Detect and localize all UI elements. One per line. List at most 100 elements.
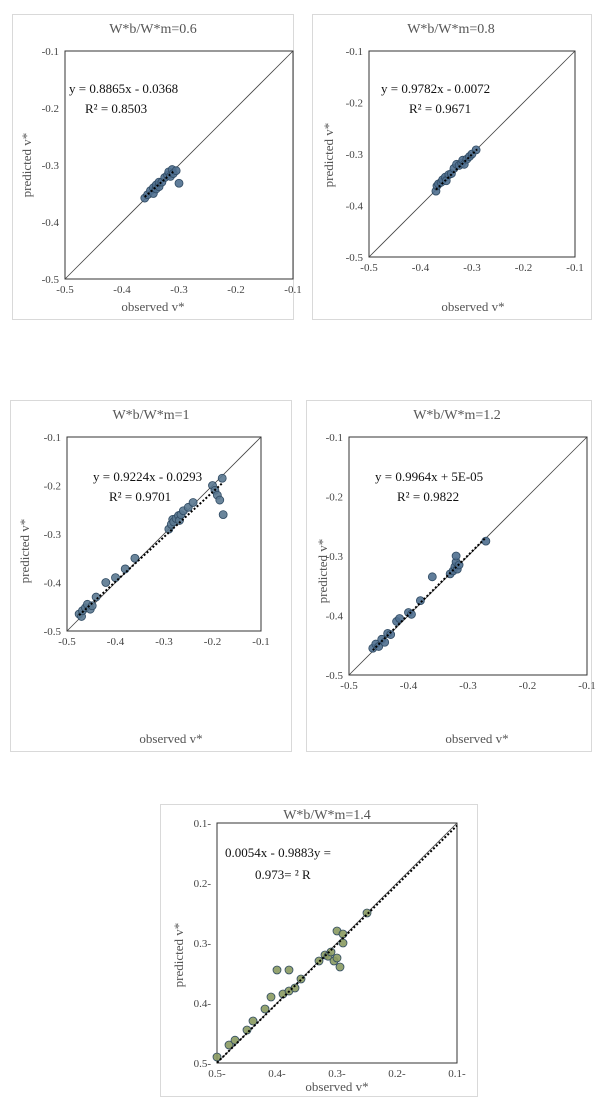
trend-equation: y = 0.8865x - 0.0368 (69, 81, 178, 96)
data-point (111, 573, 120, 583)
trend-equation: y = 0.9782x - 0.0072 (381, 81, 490, 96)
data-point (260, 1004, 270, 1014)
x-tick-label: -0.5 (340, 680, 358, 692)
y-tick-label: -0.5 (44, 626, 62, 638)
x-tick-label: 0.4- (268, 1068, 286, 1080)
x-axis-label: observed v* (139, 731, 202, 746)
data-point (171, 166, 181, 176)
x-tick-label: -0.2 (519, 680, 536, 692)
y-tick-label: -0.2 (326, 492, 343, 504)
x-tick-label: -0.1 (578, 680, 595, 692)
data-point (91, 592, 101, 602)
y-tick-label: 0.3- (194, 938, 212, 950)
data-point (290, 983, 300, 993)
scatter-chart-3: W*b/W*m=1 y = 0.9224x - 0.0293 R² = 0.97… (17, 408, 270, 746)
trend-equation: y = 0.9964x + 5E-05 (375, 469, 483, 484)
y-tick-label: -0.1 (326, 432, 343, 444)
data-point (224, 1040, 234, 1050)
trend-line (372, 536, 487, 651)
chart-title: W*b/W*m=1.4 (283, 808, 371, 823)
x-tick-label: -0.3 (170, 284, 188, 296)
y-tick-label: -0.4 (346, 201, 364, 213)
data-point (212, 1052, 222, 1062)
scatter-chart-1: W*b/W*m=0.6 y = 0.8865x - 0.0368 R² = 0.… (19, 22, 302, 314)
x-tick-label: -0.2 (227, 284, 244, 296)
trend-line (435, 148, 478, 191)
x-axis-label: observed v* (441, 299, 504, 314)
r-squared: R² = 0.9671 (409, 101, 471, 116)
chart-title: W*b/W*m=1.2 (413, 408, 501, 423)
chart-title: W*b/W*m=0.6 (109, 22, 197, 37)
x-axis-label: observed v* (305, 1079, 368, 1094)
chart-panel-4: W*b/W*m=1.2 y = 0.9964x + 5E-05 R² = 0.9… (306, 400, 596, 752)
y-axis-label: predicted v* (315, 539, 330, 604)
chart-title: W*b/W*m=1 (112, 408, 189, 423)
r-squared: R² = 0.8503 (85, 101, 147, 116)
x-tick-label: -0.4 (400, 680, 418, 692)
data-point (332, 953, 342, 963)
plot-frame (66, 436, 262, 632)
chart-panel-5: W*b/W*m=1.4 0.0054x - 0.9883y = 0.973= ²… (160, 804, 478, 1097)
data-point (427, 572, 437, 582)
data-point (130, 553, 140, 563)
y-axis-label: predicted v* (321, 123, 336, 188)
identity-line (64, 50, 294, 280)
trend-equation: 0.0054x - 0.9883y = (225, 845, 331, 860)
x-tick-label: -0.4 (107, 636, 125, 648)
x-axis-label: observed v* (121, 299, 184, 314)
x-tick-label: -0.2 (204, 636, 221, 648)
y-tick-label: -0.2 (42, 103, 59, 115)
y-tick-label: -0.5 (42, 274, 60, 286)
identity-line (66, 436, 262, 632)
y-axis-label: predicted v* (171, 923, 186, 988)
y-tick-label: -0.3 (44, 529, 62, 541)
data-point (218, 510, 228, 519)
data-point (481, 536, 491, 546)
chart-title: W*b/W*m=0.8 (407, 22, 495, 37)
data-point (217, 473, 227, 483)
data-point (362, 908, 372, 918)
y-tick-label: 0.1- (194, 818, 212, 830)
data-point (248, 1016, 258, 1026)
data-point (326, 947, 336, 957)
x-tick-label: -0.1 (566, 262, 583, 274)
plot-frame (64, 50, 294, 280)
x-tick-label: -0.1 (284, 284, 301, 296)
r-squared: R² = 0.9701 (109, 489, 171, 504)
x-tick-label: -0.1 (252, 636, 269, 648)
data-point (335, 962, 345, 972)
x-tick-label: -0.4 (113, 284, 131, 296)
scatter-chart-5: W*b/W*m=1.4 0.0054x - 0.9883y = 0.973= ²… (171, 808, 466, 1094)
x-tick-label: -0.3 (463, 262, 481, 274)
y-tick-label: -0.2 (44, 481, 61, 493)
y-tick-label: -0.2 (346, 98, 363, 110)
chart-panel-2: W*b/W*m=0.8 y = 0.9782x - 0.0072 R² = 0.… (312, 14, 592, 320)
x-tick-label: 0.3- (328, 1068, 346, 1080)
data-point (101, 578, 111, 587)
y-tick-label: -0.1 (44, 432, 61, 444)
y-tick-label: -0.4 (42, 217, 60, 229)
data-point (386, 630, 396, 639)
data-point (296, 974, 306, 984)
x-tick-label: -0.5 (56, 284, 74, 296)
y-tick-label: -0.1 (346, 46, 363, 58)
x-tick-label: -0.3 (155, 636, 173, 648)
x-axis-label: observed v* (445, 731, 508, 746)
data-point (266, 992, 276, 1002)
data-point (284, 965, 294, 975)
x-tick-label: 0.1- (448, 1068, 466, 1080)
scatter-chart-2: W*b/W*m=0.8 y = 0.9782x - 0.0072 R² = 0.… (321, 22, 584, 314)
x-tick-label: -0.5 (360, 262, 378, 274)
y-tick-label: -0.3 (346, 149, 364, 161)
data-point (120, 564, 130, 574)
data-point (416, 596, 425, 606)
x-tick-label: 0.5- (208, 1068, 226, 1080)
chart-panel-3: W*b/W*m=1 y = 0.9224x - 0.0293 R² = 0.97… (10, 400, 292, 752)
data-point (215, 495, 225, 505)
y-tick-label: -0.5 (326, 670, 344, 682)
data-point (407, 609, 416, 619)
x-tick-label: -0.3 (459, 680, 477, 692)
y-tick-label: -0.5 (346, 252, 364, 264)
scatter-chart-4: W*b/W*m=1.2 y = 0.9964x + 5E-05 R² = 0.9… (315, 408, 596, 746)
data-point (451, 551, 461, 561)
